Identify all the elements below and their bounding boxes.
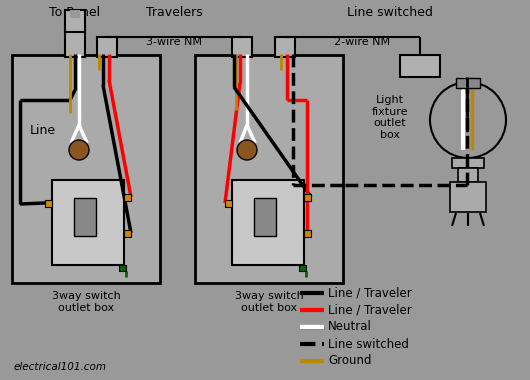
Bar [299,265,306,271]
Text: Neutral: Neutral [328,320,372,334]
Circle shape [430,82,506,158]
Bar [97,37,117,57]
Text: 3way switch
outlet box: 3way switch outlet box [51,291,120,313]
Text: Line / Traveler: Line / Traveler [328,304,412,317]
Bar [65,25,85,57]
Text: Ground: Ground [328,355,372,367]
Text: 3-wire NM: 3-wire NM [146,37,202,47]
Bar [119,265,126,271]
Circle shape [237,140,257,160]
Bar [52,180,124,265]
Bar [195,55,343,283]
Circle shape [69,140,89,160]
Text: Line / Traveler: Line / Traveler [328,287,412,299]
Text: Line switched: Line switched [328,337,409,350]
Bar [304,194,311,201]
Bar [275,37,295,57]
Text: Light
fixture
outlet
box: Light fixture outlet box [372,95,408,140]
Text: electrical101.com: electrical101.com [14,362,107,372]
Bar [450,182,486,212]
Bar [45,200,52,207]
Bar [232,180,304,265]
Bar [124,194,131,201]
Text: Line switched: Line switched [347,6,433,19]
Bar [452,158,484,168]
Bar [12,55,160,283]
Text: Line: Line [30,124,56,136]
Bar [70,10,75,18]
Bar [456,78,480,88]
Bar [75,10,80,18]
Bar [74,198,96,236]
Bar [225,200,232,207]
Bar [232,37,252,57]
Text: Travelers: Travelers [146,6,203,19]
Bar [254,198,276,236]
Bar [124,230,131,237]
Bar [304,230,311,237]
Bar [400,55,440,77]
Text: 2-wire NM: 2-wire NM [334,37,391,47]
Bar [458,168,478,182]
Text: To Panel: To Panel [49,6,101,19]
Text: 3way switch
outlet box: 3way switch outlet box [235,291,303,313]
Bar [65,10,85,32]
